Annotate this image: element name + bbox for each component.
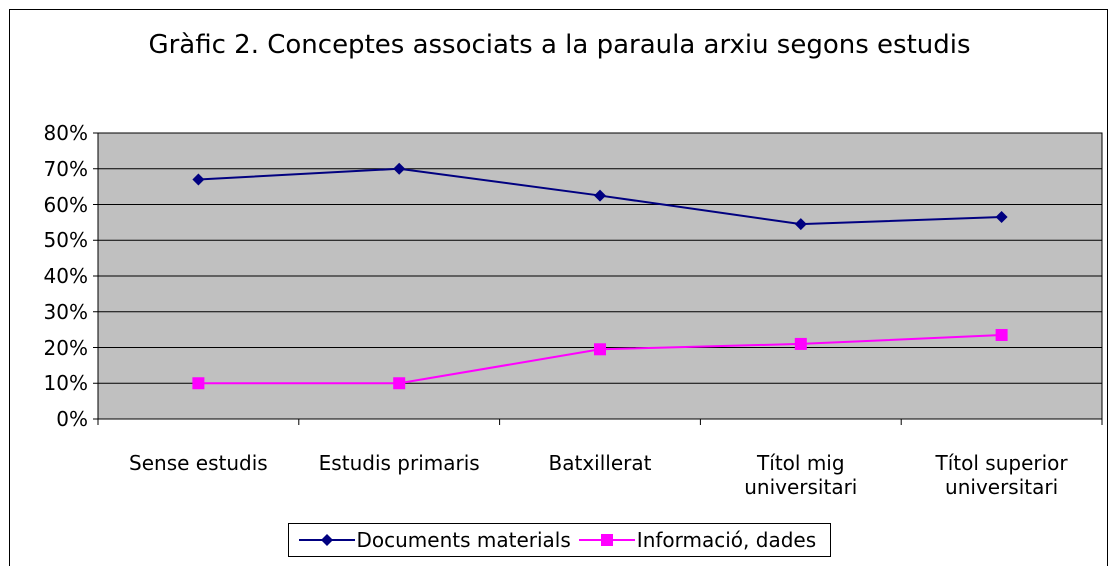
data-point [995,211,1008,224]
legend-marker [600,534,613,546]
x-tick-label: Batxillerat [548,451,652,475]
y-tick-label: 50% [43,228,88,253]
data-point [192,377,205,390]
y-tick-label: 10% [43,371,88,396]
legend-label: Documents materials [356,528,571,552]
y-tick-label: 60% [43,192,88,217]
legend-swatch [578,534,635,546]
chart-title: Gràfic 2. Conceptes associats a la parau… [148,30,971,60]
legend-item: Informació, dades [577,528,816,552]
legend: Documents materials Informació, dades [287,523,832,557]
data-point [794,218,807,231]
x-tick-label: Títol superior universitari [935,451,1068,499]
y-tick-label: 30% [43,299,88,324]
x-tick-label: Títol mig universitari [744,451,858,499]
data-point [995,328,1008,341]
y-tick-label: 0% [56,407,88,431]
data-point [393,162,406,175]
data-point [192,173,205,186]
y-tick-label: 70% [43,156,88,181]
data-point [594,343,606,356]
y-tick-label: 40% [43,264,88,288]
y-tick-label: 80% [43,121,88,145]
data-point [594,189,606,202]
legend-swatch [298,534,355,546]
legend-marker [320,534,333,546]
chart-frame [9,9,1108,566]
data-point [794,337,807,350]
y-tick-label: 20% [43,335,88,360]
legend-item: Documents materials [297,528,571,552]
data-point [393,377,406,390]
x-tick-label: Sense estudis [129,451,268,475]
legend-label: Informació, dades [636,528,817,552]
x-tick-label: Estudis primaris [318,451,480,475]
